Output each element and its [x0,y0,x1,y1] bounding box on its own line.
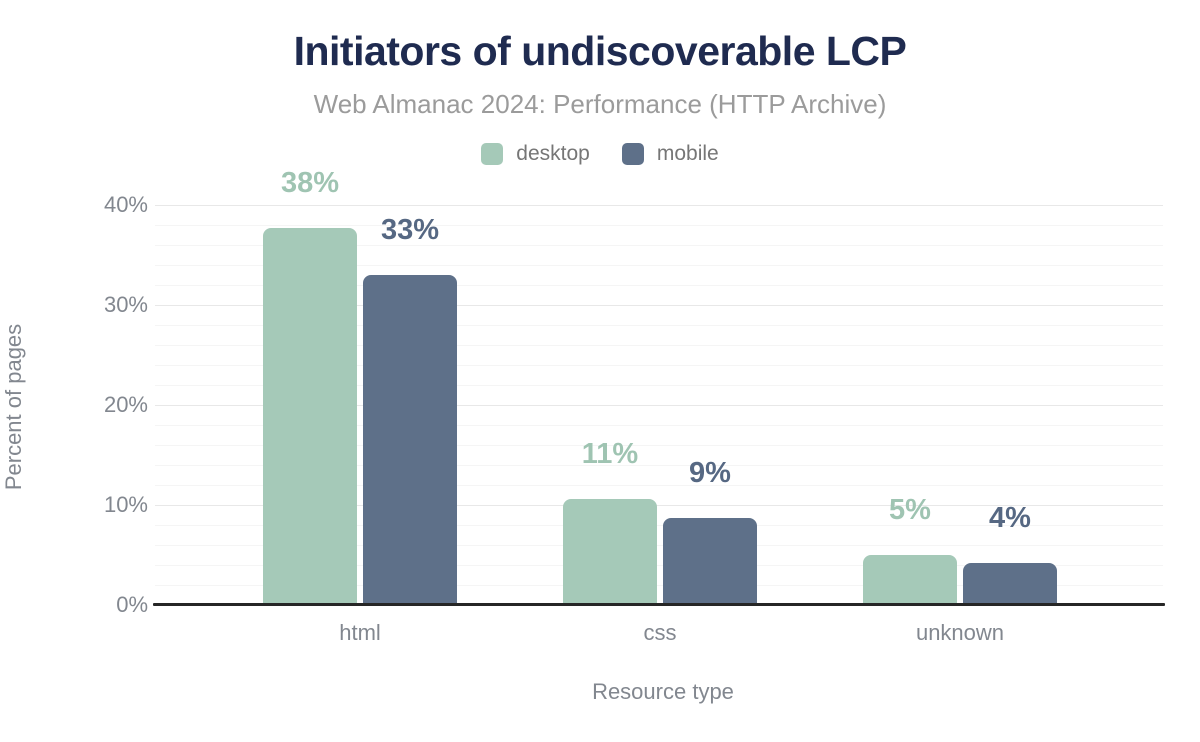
bar-mobile-html [363,275,457,605]
x-tick-label-unknown: unknown [915,620,1005,645]
x-axis-line [153,603,1165,606]
gridline-18 [155,425,1163,426]
y-tick-label-30%: 30% [103,292,148,317]
gridline-16 [155,445,1163,446]
gridline-8 [155,525,1163,526]
gridline-12 [155,485,1163,486]
y-tick-label-10%: 10% [103,492,148,517]
gridline-32 [155,285,1163,286]
chart-subtitle: Web Almanac 2024: Performance (HTTP Arch… [313,89,887,119]
desktop-swatch-icon [481,143,504,165]
bar-desktop-css [563,499,657,605]
gridline-10 [155,505,1163,506]
legend-item-mobile: mobile [621,142,719,166]
value-label-desktop-css: 11% [581,438,639,470]
gridline-20 [155,405,1163,406]
gridline-38 [155,225,1163,226]
gridline-28 [155,325,1163,326]
gridline-26 [155,345,1163,346]
gridline-2 [155,585,1163,586]
bar-desktop-html [263,228,357,605]
legend: desktop mobile [0,142,1200,166]
gridline-40 [155,205,1163,206]
legend-label-desktop: desktop [516,142,590,165]
legend-item-desktop: desktop [481,142,590,166]
y-tick-label-20%: 20% [103,392,148,417]
value-label-desktop-html: 38% [280,167,340,199]
value-label-mobile-html: 33% [380,214,440,246]
y-tick-label-40%: 40% [103,192,148,217]
gridline-34 [155,265,1163,266]
x-tick-label-css: css [643,620,677,645]
chart-title: Initiators of undiscoverable LCP [293,28,907,74]
bar-mobile-css [663,518,757,605]
value-label-desktop-unknown: 5% [889,494,931,526]
y-tick-label-0%: 0% [116,592,148,617]
mobile-swatch-icon [621,143,644,165]
bar-mobile-unknown [963,563,1057,605]
gridline-36 [155,245,1163,246]
gridline-6 [155,545,1163,546]
x-axis-title: Resource type [592,679,734,704]
gridline-4 [155,565,1163,566]
value-label-mobile-css: 9% [689,457,731,489]
gridline-24 [155,365,1163,366]
gridline-14 [155,465,1163,466]
gridline-22 [155,385,1163,386]
value-label-mobile-unknown: 4% [989,502,1031,534]
gridline-30 [155,305,1163,306]
bar-desktop-unknown [863,555,957,605]
x-tick-label-html: html [339,620,381,645]
plot-area: 38% 33% 11% 9% 5% 4% [155,169,1163,605]
legend-label-mobile: mobile [656,142,719,165]
